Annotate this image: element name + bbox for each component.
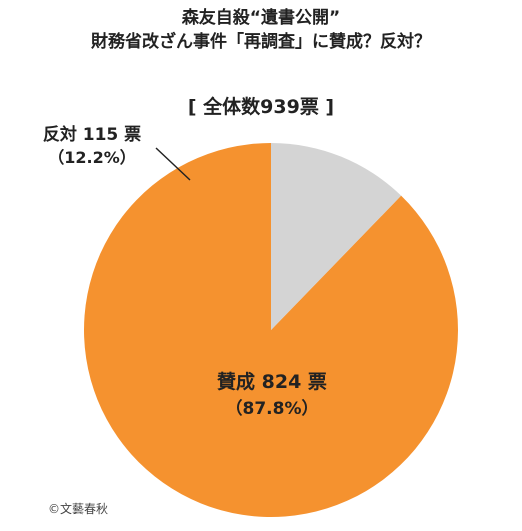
leader-line-disagree [155,147,191,181]
slice-label-disagree: 反対 115 票 [43,124,141,145]
slice-percent-disagree: （12.2%） [48,148,136,167]
total-votes-label: [ 全体数939票 ] [187,96,335,118]
chart-title: 森友自殺“遺書公開” 財務省改ざん事件「再調査」に賛成？反対？ [0,6,522,54]
copyright-credit: ©文藝春秋 [48,502,109,516]
title-line-1: 森友自殺“遺書公開” [181,8,341,28]
pie-slice-disagree [271,143,402,330]
slice-label-agree: 賛成 824 票 [217,370,327,393]
title-line-2: 財務省改ざん事件「再調査」に賛成？反対？ [91,32,431,52]
slice-percent-agree: （87.8%） [226,398,319,419]
